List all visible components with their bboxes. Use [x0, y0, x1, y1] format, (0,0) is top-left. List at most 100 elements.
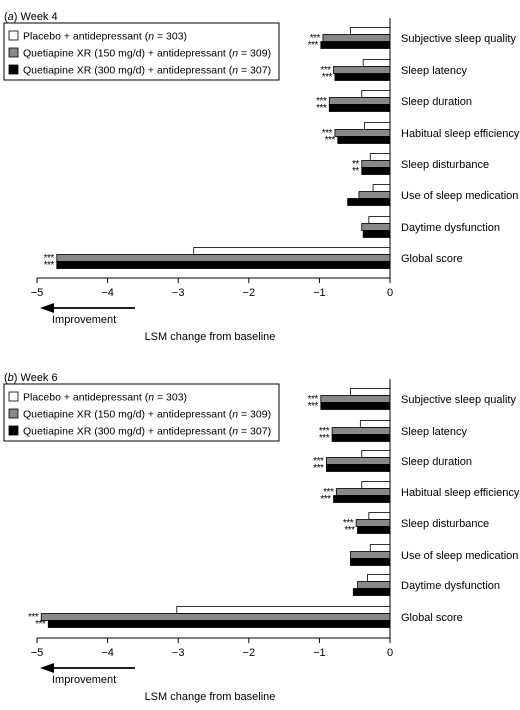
significance-marker: *** — [310, 33, 321, 44]
significance-marker: *** — [319, 433, 330, 444]
x-tick-label: 0 — [387, 287, 393, 299]
bar-1-5 — [369, 153, 391, 161]
bar-1-8 — [176, 606, 391, 614]
bar-1-2 — [362, 59, 391, 67]
bar-2-4 — [335, 488, 391, 496]
category-label: Subjective sleep quality — [401, 33, 516, 45]
significance-marker: *** — [344, 525, 355, 536]
arrow-head-icon — [40, 663, 54, 673]
bar-2-1 — [322, 34, 391, 42]
bar-3-8 — [56, 261, 391, 269]
bar-2-3 — [328, 97, 391, 105]
significance-marker: *** — [308, 401, 319, 412]
legend-swatch — [8, 30, 19, 41]
bar-3-1 — [320, 402, 391, 410]
category-label: Use of sleep medication — [401, 550, 518, 562]
x-tick-label: −1 — [313, 287, 326, 299]
bar-1-7 — [368, 216, 391, 224]
bar-1-4 — [361, 481, 391, 489]
panel-title: (a) Week 4 — [4, 11, 58, 23]
bar-2-5 — [361, 160, 391, 168]
arrow-head-icon — [40, 303, 54, 313]
bar-3-2 — [334, 73, 391, 81]
legend-swatch — [8, 47, 19, 58]
x-tick-label: −2 — [243, 647, 256, 659]
bar-3-7 — [352, 588, 391, 596]
bar-2-8 — [40, 613, 391, 621]
bar-3-3 — [328, 104, 391, 112]
significance-marker: *** — [313, 456, 324, 467]
bar-2-5 — [355, 519, 391, 527]
legend-swatch — [8, 64, 19, 75]
significance-marker: *** — [320, 494, 331, 505]
bar-3-6 — [347, 198, 391, 206]
bar-1-3 — [361, 450, 391, 458]
significance-marker: *** — [313, 463, 324, 474]
bar-2-7 — [357, 581, 391, 589]
significance-marker: ** — [352, 159, 359, 170]
bar-3-5 — [357, 526, 391, 534]
significance-marker: *** — [323, 487, 334, 498]
legend-entry: Placebo + antidepressant (n = 303) — [23, 392, 187, 404]
category-label: Daytime dysfunction — [401, 222, 500, 234]
x-tick-label: −5 — [31, 647, 44, 659]
panel-title: (b) Week 6 — [4, 372, 58, 384]
bar-1-1 — [350, 27, 391, 35]
bar-3-4 — [333, 495, 391, 503]
legend-entry: Quetiapine XR (150 mg/d) + antidepressan… — [23, 409, 271, 421]
bar-1-2 — [359, 420, 391, 428]
bar-3-2 — [331, 434, 391, 442]
x-axis-title: LSM change from baseline — [145, 331, 276, 343]
significance-marker: *** — [308, 394, 319, 405]
category-label: Sleep disturbance — [401, 518, 489, 530]
bar-3-7 — [362, 230, 391, 238]
category-label: Global score — [401, 253, 463, 265]
bar-1-6 — [372, 184, 391, 192]
legend-entry: Quetiapine XR (300 mg/d) + antidepressan… — [23, 426, 271, 438]
bar-3-5 — [361, 167, 391, 175]
category-label: Global score — [401, 612, 463, 624]
significance-marker: *** — [319, 426, 330, 437]
significance-marker: *** — [44, 260, 55, 271]
bar-3-4 — [337, 136, 391, 144]
legend-entry: Placebo + antidepressant (n = 303) — [23, 31, 187, 43]
bar-3-3 — [326, 464, 391, 472]
bar-1-3 — [361, 90, 391, 98]
significance-marker: *** — [322, 72, 333, 83]
bar-1-4 — [364, 122, 391, 130]
legend-box — [3, 383, 280, 442]
category-label: Habitual sleep efficiency — [401, 487, 520, 499]
bar-3-8 — [47, 620, 391, 628]
bar-3-6 — [350, 558, 391, 566]
significance-marker: *** — [316, 103, 327, 114]
improvement-label: Improvement — [52, 314, 116, 326]
x-tick-label: −4 — [101, 287, 114, 299]
significance-marker: *** — [44, 253, 55, 264]
bar-2-3 — [326, 457, 391, 465]
legend-entry: Quetiapine XR (300 mg/d) + antidepressan… — [23, 65, 271, 77]
bar-1-5 — [368, 512, 391, 520]
significance-marker: *** — [325, 135, 336, 146]
category-label: Daytime dysfunction — [401, 580, 500, 592]
bar-2-6 — [358, 191, 391, 199]
bar-2-6 — [350, 551, 391, 559]
significance-marker: ** — [352, 166, 359, 177]
category-label: Use of sleep medication — [401, 190, 518, 202]
category-label: Sleep latency — [401, 65, 468, 77]
x-tick-label: −5 — [31, 287, 44, 299]
bar-2-2 — [333, 66, 391, 74]
category-label: Subjective sleep quality — [401, 394, 516, 406]
bar-3-1 — [320, 41, 391, 49]
significance-marker: *** — [308, 40, 319, 51]
category-label: Habitual sleep efficiency — [401, 128, 520, 140]
bar-2-1 — [320, 395, 391, 403]
bar-2-8 — [56, 254, 391, 262]
x-tick-label: −4 — [101, 647, 114, 659]
significance-marker: *** — [35, 619, 46, 630]
x-tick-label: −3 — [172, 287, 185, 299]
category-label: Sleep duration — [401, 96, 472, 108]
legend-swatch — [8, 425, 19, 436]
legend-box — [3, 22, 280, 81]
